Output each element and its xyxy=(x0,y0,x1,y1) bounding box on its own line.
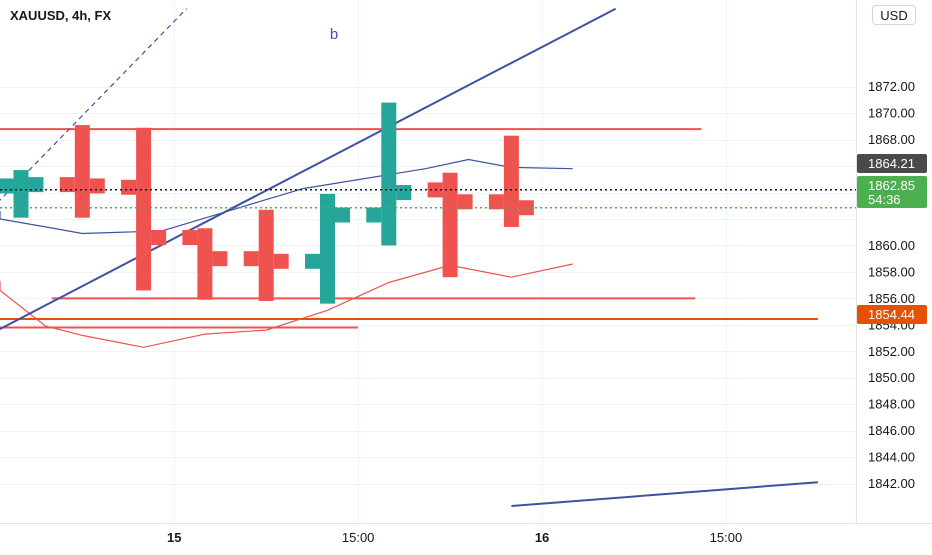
current-price-tag-bg xyxy=(857,176,927,208)
time-axis[interactable]: 15 15:00 16 15:00 xyxy=(167,530,742,545)
countdown-tag: 54:36 xyxy=(868,192,901,207)
ohlc-bar xyxy=(59,125,105,218)
ohlc-bar-open-tick xyxy=(182,230,198,246)
blue-average-line xyxy=(0,158,573,235)
price-axis-label: 1852.00 xyxy=(868,344,915,359)
ohlc-bar-range xyxy=(13,170,29,218)
orange-level-tag-bg xyxy=(857,305,927,324)
ohlc-bar xyxy=(366,102,412,246)
ohlc-bars-layer xyxy=(0,102,534,304)
currency-button[interactable]: USD xyxy=(872,5,916,25)
ohlc-bar xyxy=(121,127,167,291)
ohlc-bar-range xyxy=(197,228,213,300)
price-axis-label: 1850.00 xyxy=(868,370,915,385)
price-axis-label: 1846.00 xyxy=(868,423,915,438)
price-axis[interactable]: 1842.00 1844.00 1846.00 1848.00 1850.00 1852.… xyxy=(868,79,915,491)
price-axis-label: 1868.00 xyxy=(868,132,915,147)
trend-lines-layer xyxy=(0,7,818,507)
price-axis-label: 1858.00 xyxy=(868,264,915,279)
moving-average-layer xyxy=(0,158,573,348)
ohlc-bar-range xyxy=(258,209,274,301)
ohlc-bar-open-tick xyxy=(59,177,75,193)
ohlc-bar-range xyxy=(74,125,90,218)
ohlc-bar-range xyxy=(136,127,152,291)
ohlc-bar-close-tick xyxy=(212,251,228,267)
ohlc-bar xyxy=(0,170,44,218)
trend-line xyxy=(511,481,818,507)
ohlc-bar-close-tick xyxy=(28,177,44,193)
ohlc-bar xyxy=(305,193,350,304)
ohlc-bar-close-tick xyxy=(151,230,167,246)
ohlc-bar xyxy=(182,228,228,300)
last-close-tag: 1864.21 xyxy=(868,156,915,171)
price-axis-label: 1860.00 xyxy=(868,238,915,253)
ohlc-bar xyxy=(243,209,289,301)
ohlc-bar-close-tick xyxy=(89,178,105,194)
price-tags-layer: 1864.21 1862.85 54:36 1854.44 xyxy=(857,154,927,324)
price-axis-label: 1856.00 xyxy=(868,291,915,306)
ohlc-bar-open-tick xyxy=(305,253,320,269)
dashed-trend-line xyxy=(0,8,187,201)
time-axis-label: 15 xyxy=(167,530,181,545)
ohlc-bar xyxy=(488,135,534,227)
red-average-line xyxy=(0,263,573,348)
ohlc-bar-close-tick xyxy=(273,253,289,269)
current-price-tag: 1862.85 xyxy=(868,178,915,193)
price-axis-label: 1842.00 xyxy=(868,476,915,491)
price-axis-label: 1870.00 xyxy=(868,106,915,121)
ohlc-bar-close-tick xyxy=(396,185,412,201)
ohlc-bar xyxy=(427,172,473,278)
chart-title: XAUUSD, 4h, FX xyxy=(10,8,111,23)
price-axis-label: 1872.00 xyxy=(868,79,915,94)
ohlc-bar-range xyxy=(381,102,397,246)
ohlc-bar-open-tick xyxy=(366,207,382,223)
ohlc-bar-range xyxy=(503,135,519,227)
trend-line xyxy=(0,7,617,331)
time-axis-label: 15:00 xyxy=(710,530,743,545)
price-axis-label: 1848.00 xyxy=(868,397,915,412)
orange-level-tag: 1854.44 xyxy=(868,307,915,322)
ohlc-bar-open-tick xyxy=(488,194,504,210)
ohlc-bar-range xyxy=(320,193,335,304)
horizontal-levels-layer xyxy=(0,128,818,329)
ohlc-bar-close-tick xyxy=(335,207,350,223)
time-axis-label: 15:00 xyxy=(342,530,375,545)
time-axis-label: 16 xyxy=(535,530,549,545)
price-axis-label: 1844.00 xyxy=(868,450,915,465)
ohlc-bar-range xyxy=(442,172,458,278)
ohlc-bar-open-tick xyxy=(121,179,137,195)
wave-label-b[interactable]: b xyxy=(330,26,338,43)
ohlc-bar-open-tick xyxy=(243,251,259,267)
ohlc-bar-open-tick xyxy=(0,178,14,194)
last-close-tag-bg xyxy=(857,154,927,173)
ohlc-bar-close-tick xyxy=(457,194,473,210)
